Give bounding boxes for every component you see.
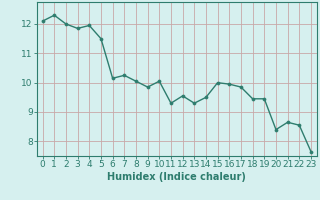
X-axis label: Humidex (Indice chaleur): Humidex (Indice chaleur) <box>108 172 246 182</box>
